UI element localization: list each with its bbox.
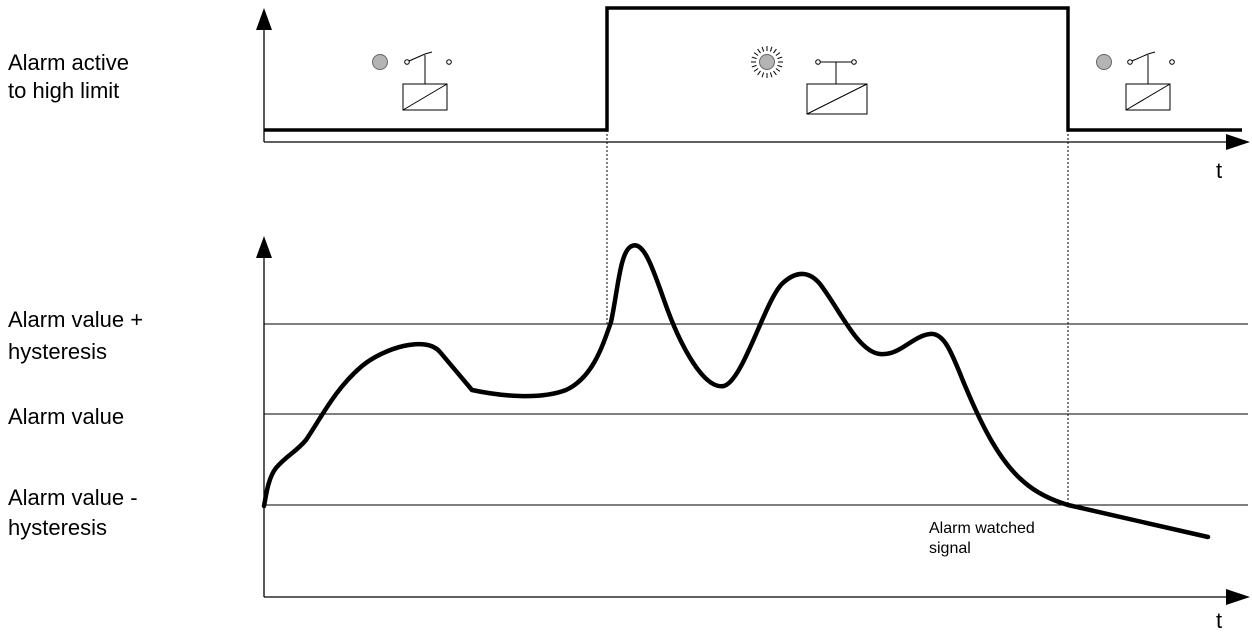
lamp-ray: [769, 72, 773, 78]
lamp-ray: [753, 52, 759, 56]
relay-closed-icon: [806, 59, 868, 115]
lamp-off-icon: [372, 54, 388, 70]
lamp-ray: [777, 64, 783, 68]
lamp-off-icon: [1096, 54, 1112, 70]
bottom-y-axis-arrow: [256, 236, 272, 258]
active-state-icon-group: [751, 46, 868, 115]
bottom-t-axis-arrow: [1226, 589, 1250, 605]
bottom-panel: [256, 236, 1250, 605]
lamp-ray: [751, 64, 757, 68]
relay-open-icon: [1125, 51, 1175, 111]
lamp-ray: [751, 56, 757, 60]
alarm-state-waveform: [264, 6, 1242, 132]
top-time-axis-label: t: [1216, 158, 1223, 183]
inactive-state-icon-group-2: [1096, 51, 1175, 111]
alarm-active-label-line2: to high limit: [8, 78, 120, 103]
alarm-value-minus-hysteresis-label-line2: hysteresis: [8, 515, 108, 540]
relay-open-icon: [402, 51, 452, 111]
watched-signal-label-line2: signal: [929, 540, 971, 557]
lamp-ray: [757, 48, 761, 54]
lamp-on-icon: [751, 46, 783, 78]
lamp-ray: [775, 68, 781, 72]
alarm-active-label-line1: Alarm active: [8, 50, 130, 75]
lamp-ray: [769, 46, 773, 52]
lamp-ray: [773, 48, 777, 54]
lamp-ray: [775, 52, 781, 56]
top-y-axis-arrow: [256, 8, 272, 30]
bottom-time-axis-label: t: [1216, 608, 1223, 633]
watched-signal-label-line1: Alarm watched: [929, 520, 1035, 537]
lamp-ray: [761, 46, 765, 52]
alarm-value-plus-hysteresis-label-line1: Alarm value +: [8, 307, 144, 332]
inactive-state-icon-group-1: [372, 51, 452, 111]
lamp-ray: [777, 56, 783, 60]
alarm-value-minus-hysteresis-label-line1: Alarm value -: [8, 485, 138, 510]
top-panel: [256, 6, 1250, 150]
lamp-ray: [753, 68, 759, 72]
alarm-value-plus-hysteresis-label-line2: hysteresis: [8, 339, 108, 364]
lamp-ray: [761, 72, 765, 78]
lamp-ray: [773, 70, 777, 76]
alarm-value-label: Alarm value: [8, 404, 125, 429]
watched-signal-curve: [261, 243, 1211, 540]
top-t-axis-arrow: [1226, 134, 1250, 150]
lamp-ray: [757, 70, 761, 76]
